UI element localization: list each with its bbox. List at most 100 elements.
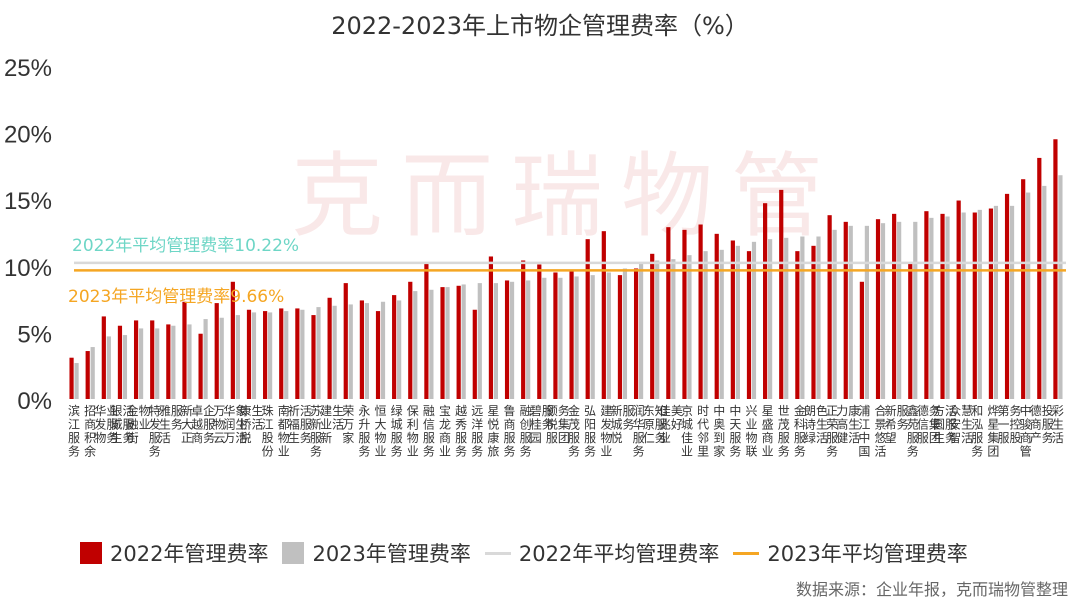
legend-swatch-2023 (282, 542, 305, 564)
legend-swatch-avg2022 (484, 551, 511, 555)
bar-2023 (768, 239, 773, 399)
legend-item-avg2022: 2022年平均管理费率 (484, 538, 719, 568)
y-tick-label: 15% (4, 188, 52, 215)
bar-2022 (892, 213, 897, 399)
bar-2023 (477, 283, 482, 399)
x-tick-label: 新大正 (181, 403, 193, 445)
bar-2022 (859, 281, 864, 399)
x-tick-label: 滨江服务 (68, 403, 80, 459)
bar-2022 (746, 251, 752, 399)
bar-2023 (284, 311, 289, 399)
bar-2022 (569, 269, 574, 399)
bar-2022 (198, 333, 203, 399)
bar-2022 (698, 224, 703, 399)
bar-2022 (1004, 193, 1010, 399)
bar-2023 (364, 303, 369, 399)
x-tick-label: 佳兆业美好 (659, 404, 683, 445)
x-tick-label: 和泓服务 (971, 404, 983, 459)
bar-2023 (155, 328, 160, 399)
bar-2023 (526, 280, 531, 399)
x-tick-label: 华发物业服务 (94, 404, 118, 445)
x-tick-label: 碧桂园服务 (530, 404, 554, 445)
bar-2023 (397, 300, 402, 399)
x-tick-label: 恒大物业 (375, 404, 387, 459)
x-tick-label: 珠江股份 (262, 404, 274, 459)
x-tick-label: 领悦服务集团 (546, 403, 570, 445)
bar-2022 (456, 285, 461, 399)
bar-2022 (117, 325, 123, 399)
bar-2023 (316, 307, 321, 399)
bar-2023 (203, 319, 208, 399)
x-tick-label: 烨星集团 (987, 404, 999, 459)
bar-2023 (897, 221, 902, 399)
x-tick-label: 朗诗绿色生活 (804, 404, 828, 445)
bar-2023 (106, 336, 111, 399)
legend-item-2023: 2023年管理费率 (282, 538, 471, 568)
bar-2022 (182, 301, 187, 399)
bar-2023 (493, 283, 499, 399)
bar-2022 (843, 221, 848, 399)
bar-2023 (622, 268, 628, 399)
bar-2023 (461, 284, 466, 399)
bar-2023 (268, 312, 273, 399)
bar-2022 (714, 233, 719, 399)
data-source-note: 数据来源：企业年报，克而瑞物管整理 (795, 580, 1068, 599)
bar-2022 (424, 263, 429, 399)
bar-2022 (682, 229, 687, 399)
x-tick-label: 新城悦服务 (610, 403, 634, 445)
x-tick-label: 华润万象生活 (223, 404, 247, 445)
bar-2023 (880, 223, 886, 399)
bar-2022 (214, 303, 219, 399)
bar-2023 (251, 312, 257, 399)
bar-2023 (348, 304, 353, 399)
x-tick-label: 新希望服务 (885, 403, 909, 445)
x-tick-label: 融信服务 (423, 404, 435, 459)
bar-2022 (633, 268, 639, 399)
bar-2023 (606, 272, 611, 399)
x-tick-label: 保利物业 (407, 404, 419, 459)
bar-2022 (359, 300, 364, 399)
x-tick-label: 方圆生活服务 (933, 403, 957, 445)
bar-2022 (521, 260, 526, 399)
bar-2022 (246, 309, 252, 399)
x-tick-label: 中天服务 (729, 403, 741, 459)
avg-label-2023: 2023年平均管理费率9.66% (68, 287, 284, 307)
bar-2023 (1058, 175, 1063, 399)
x-tick-label: 世茂服务 (778, 404, 790, 459)
x-tick-label: 永升服务 (358, 404, 370, 459)
bar-2022 (295, 308, 300, 399)
bar-2022 (263, 311, 268, 399)
bar-2023 (509, 281, 515, 399)
x-tick-label: 苏新服务 (310, 404, 322, 459)
bar-2022 (327, 297, 332, 399)
bar-2022 (940, 213, 945, 399)
y-tick-label: 10% (4, 255, 52, 282)
bar-2023 (977, 209, 982, 399)
x-tick-label: 融创服务 (520, 404, 532, 459)
x-tick-label: 浦江中国 (858, 404, 870, 459)
legend-label-avg2023: 2023年平均管理费率 (767, 542, 968, 566)
bar-2023 (929, 217, 934, 399)
bar-2022 (956, 200, 961, 399)
bar-2022 (650, 253, 655, 399)
x-tick-label: 力高健康生活 (836, 403, 860, 445)
bar-2022 (311, 315, 316, 399)
x-tick-label: 星盛商业 (762, 404, 774, 459)
bar-2023 (413, 291, 418, 399)
bar-2022 (553, 272, 558, 399)
bar-2023 (800, 236, 805, 399)
y-tick-label: 0% (17, 388, 52, 415)
bar-2023 (655, 260, 660, 399)
x-tick-label: 时代邻里 (697, 404, 709, 459)
bar-2023 (961, 212, 966, 399)
bar-2022 (811, 245, 816, 399)
x-tick-label: 远洋服务 (471, 404, 483, 459)
bar-2023 (332, 305, 337, 399)
bar-2022 (488, 256, 494, 399)
bar-2023 (864, 225, 869, 399)
legend-label-2023: 2023年管理费率 (312, 542, 471, 566)
x-tick-label: 康桥悦生活 (239, 403, 263, 445)
bar-2022 (343, 283, 348, 399)
bar-2023 (638, 263, 644, 399)
y-tick-label: 5% (17, 321, 52, 348)
